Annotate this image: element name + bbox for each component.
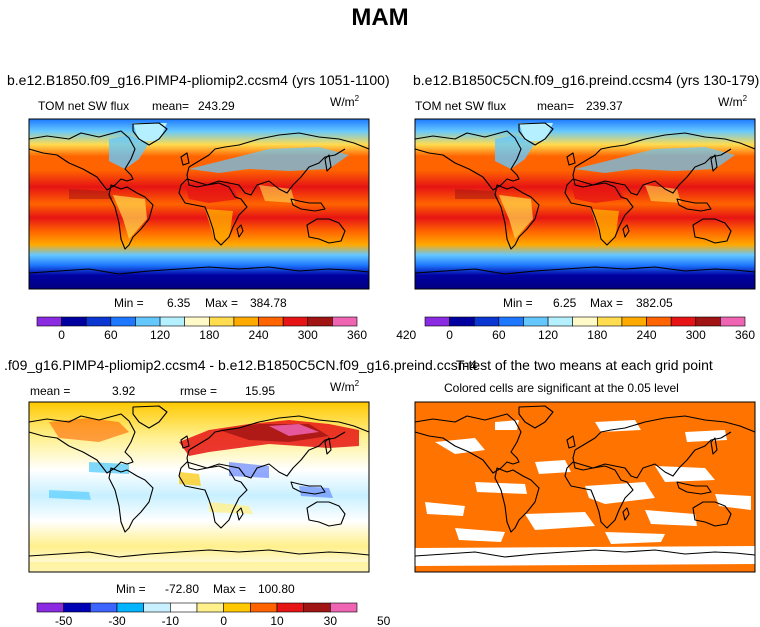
colorbar-tr-tick-label: 120 — [538, 328, 558, 342]
colorbar-bl-swatch — [170, 602, 198, 613]
panel-bl-max-label: Max = — [213, 582, 247, 596]
panel-tl-min-value: 6.35 — [167, 296, 191, 310]
colorbar-bl-tick-label: -10 — [162, 614, 180, 627]
colorbar-tl-swatch — [36, 316, 62, 327]
colorbar-tr-tick-label: 360 — [735, 328, 755, 342]
colorbar-tl-swatch — [282, 316, 309, 327]
panel-tr-variable: TOM net SW flux — [415, 99, 507, 113]
map-bottom-right — [414, 401, 756, 573]
colorbar-bl-swatch — [276, 602, 304, 613]
colorbar-bl-swatch — [36, 602, 64, 613]
colorbar-tl-tick-label: 60 — [104, 328, 118, 342]
panel-tr-mean-value: 239.37 — [586, 99, 623, 113]
colorbar-tl-swatch — [307, 316, 333, 327]
colorbar-tl-tick-label: 180 — [199, 328, 219, 342]
panel-br-subtitle: Colored cells are significant at the 0.0… — [444, 381, 679, 395]
colorbar-bl-swatch — [196, 602, 224, 613]
panel-tl-min-label: Min = — [114, 296, 144, 310]
panel-tr-min-value: 6.25 — [553, 296, 577, 310]
colorbar-tl-swatch — [110, 316, 136, 327]
panel-tl-title: b.e12.B1850.f09_g16.PIMP4-pliomip2.ccsm4… — [7, 72, 390, 88]
panel-bl-mean-value: 3.92 — [112, 384, 136, 398]
colorbar-bl-swatch — [116, 602, 144, 613]
colorbar-bl-swatch — [330, 602, 358, 613]
colorbar-tl-swatch — [159, 316, 185, 327]
colorbar-tr-swatch — [473, 316, 500, 327]
colorbar-tr-swatch — [695, 316, 721, 327]
panel-tl-max-value: 384.78 — [250, 296, 287, 310]
colorbar-tl-tick-label: 120 — [150, 328, 170, 342]
panel-tr-mean-label: mean= — [537, 99, 575, 113]
panel-tr-min-label: Min = — [503, 296, 533, 310]
panel-tl-variable: TOM net SW flux — [38, 99, 130, 113]
colorbar-tr-tick-label: 300 — [686, 328, 706, 342]
colorbar-bl-tick-label: 10 — [270, 614, 284, 627]
colorbar-tl-swatch — [85, 316, 112, 327]
colorbar-tr-swatch — [720, 316, 746, 327]
colorbar-bl-tick-label: 50 — [377, 614, 391, 627]
colorbar-tr-swatch — [670, 316, 697, 327]
colorbar-tl-swatch — [332, 316, 358, 327]
colorbar-tr-swatch — [572, 316, 598, 327]
panel-bl-mean-label: mean = — [30, 384, 71, 398]
colorbar-tr-tick-label: 0 — [446, 328, 453, 342]
colorbar-tl-tick-label: 420 — [396, 328, 416, 342]
panel-bl-max-value: 100.80 — [258, 582, 295, 596]
colorbar-tr-swatch — [498, 316, 524, 327]
colorbar-tr-tick-label: 180 — [587, 328, 607, 342]
colorbar-tr-tick-label: 60 — [492, 328, 506, 342]
colorbar-bl-swatch — [63, 602, 91, 613]
colorbar-tr-tick-label: 240 — [637, 328, 657, 342]
page-title: MAM — [351, 4, 409, 31]
colorbar-tl-swatch — [61, 316, 87, 327]
map-top-right — [414, 118, 756, 290]
colorbar-bl-swatch — [90, 602, 118, 613]
panel-tl-max-label: Max = — [205, 296, 239, 310]
colorbar-bl-tick-label: 30 — [324, 614, 338, 627]
panel-tr-max-value: 382.05 — [636, 296, 673, 310]
colorbar-tr-swatch — [646, 316, 672, 327]
panel-br-title: T-test of the two means at each grid poi… — [456, 357, 713, 373]
map-top-left — [28, 118, 370, 290]
panel-bl-title: .f09_g16.PIMP4-pliomip2.ccsm4 - b.e12.B1… — [4, 357, 478, 373]
colorbar-tl-swatch — [258, 316, 284, 327]
colorbar-bl-swatch — [303, 602, 331, 613]
panel-bl-units: W/m2 — [330, 379, 360, 394]
colorbar-tr-swatch — [621, 316, 647, 327]
colorbar-tr-swatch — [523, 316, 549, 327]
panel-tl-units: W/m2 — [330, 94, 360, 109]
colorbar-tl-tick-label: 0 — [58, 328, 65, 342]
panel-bl-rmse-label: rmse = — [180, 384, 218, 398]
colorbar-bl-tick-label: 0 — [220, 614, 227, 627]
panel-bl-min-value: -72.80 — [165, 582, 200, 596]
colorbar-tl-swatch — [233, 316, 259, 327]
colorbar-tr-swatch — [449, 316, 475, 327]
colorbar-bl-swatch — [143, 602, 171, 613]
colorbar-bl-swatch — [250, 602, 278, 613]
panel-bl-rmse-value: 15.95 — [245, 384, 276, 398]
colorbar-bl-tick-label: -50 — [55, 614, 73, 627]
colorbar-bottom-left: -50 -30 -10 0 10 30 50 — [36, 602, 391, 627]
panel-tr-units: W/m2 — [718, 94, 748, 109]
colorbar-bl-swatch — [223, 602, 251, 613]
panel-tl-mean-label: mean= — [152, 99, 190, 113]
colorbar-tl-swatch — [135, 316, 161, 327]
colorbar-tl-swatch — [209, 316, 235, 327]
panel-tr-title: b.e12.B1850C5CN.f09_g16.preind.ccsm4 (yr… — [413, 72, 760, 88]
colorbar-tr-swatch — [547, 316, 573, 327]
panel-tr-max-label: Max = — [590, 296, 624, 310]
colorbar-tr-swatch — [597, 316, 623, 327]
colorbar-tl-tick-label: 240 — [249, 328, 269, 342]
colorbar-tl-swatch — [184, 316, 210, 327]
colorbar-top-left: 0 60 120 180 240 300 360 420 — [36, 316, 417, 342]
colorbar-tr-swatch — [424, 316, 450, 327]
colorbar-tl-tick-label: 300 — [298, 328, 318, 342]
colorbar-bl-tick-label: -30 — [108, 614, 126, 627]
colorbar-tl-tick-label: 360 — [347, 328, 367, 342]
map-bottom-left — [28, 401, 370, 573]
panel-bl-min-label: Min = — [116, 582, 146, 596]
panel-tl-mean-value: 243.29 — [198, 99, 235, 113]
